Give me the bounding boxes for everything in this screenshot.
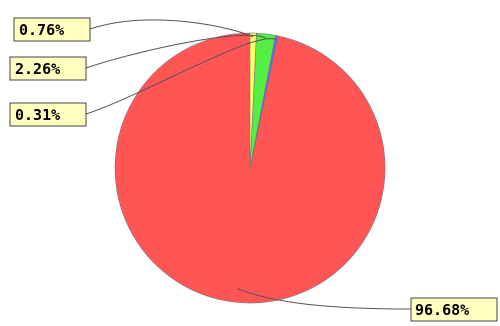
leader-line-2.26% (85, 34, 266, 69)
slice-label-group-2.26: 2.26% (9, 56, 87, 81)
slice-label-0.76: 0.76% (19, 21, 64, 39)
slice-label-group-96.68: 96.68% (410, 297, 498, 322)
slice-label-96.68: 96.68% (415, 301, 469, 319)
slice-label-group-0.31: 0.31% (9, 102, 87, 127)
leader-line-0.31% (85, 38, 277, 115)
slice-label-group-0.76: 0.76% (13, 17, 91, 42)
slice-label-0.31: 0.31% (15, 106, 60, 124)
leader-line-96.68% (237, 288, 412, 310)
pie-slices (114, 32, 386, 304)
leader-line-0.76% (89, 19, 254, 38)
slice-label-2.26: 2.26% (15, 60, 60, 78)
pie-slice-0.76% (249, 32, 257, 169)
leader-lines (85, 19, 412, 310)
